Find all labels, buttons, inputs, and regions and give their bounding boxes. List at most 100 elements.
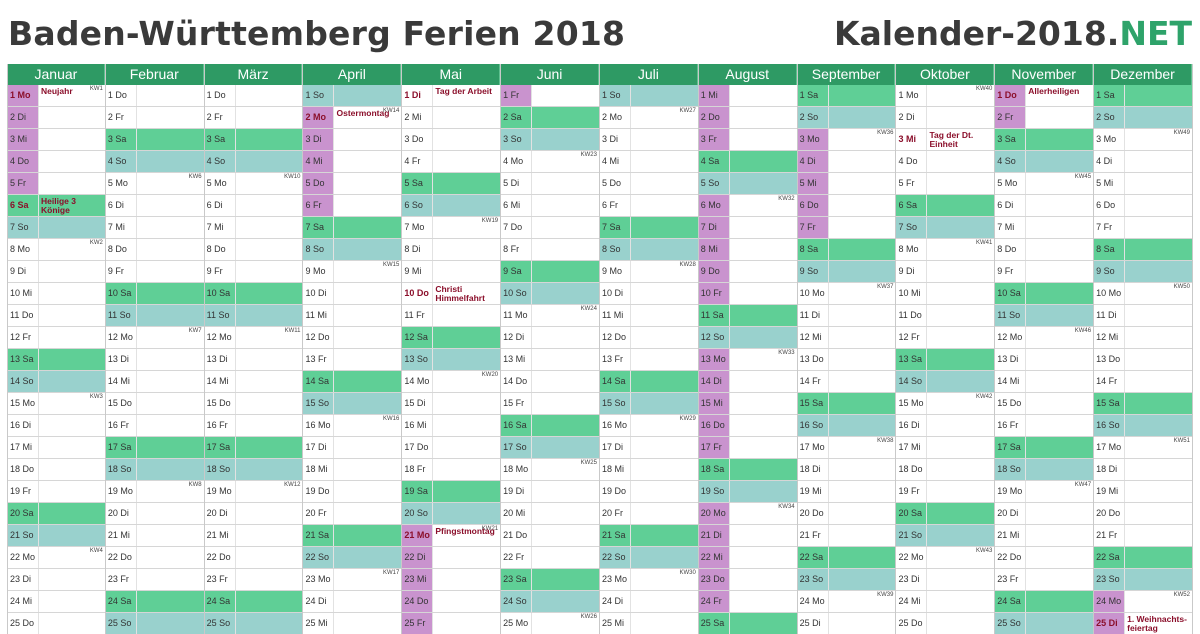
day-label: 9 Fr <box>107 266 124 276</box>
day-note-area <box>38 569 105 590</box>
day-row: 24 Mo KW39 <box>797 591 896 613</box>
day-label: 13 Di <box>107 354 129 364</box>
day-note-area <box>1025 613 1094 634</box>
week-number: KW16 <box>382 416 400 422</box>
day-label: 23 Di <box>10 574 32 584</box>
day-note-area <box>531 195 599 216</box>
day-note-area <box>1124 393 1192 414</box>
day-row: 25 Fr <box>402 613 500 634</box>
day-note-area <box>531 547 599 568</box>
day-label: 5 Do <box>601 178 621 188</box>
day-label: 9 Mi <box>404 266 422 276</box>
day-row: 20 Do <box>1094 503 1192 525</box>
day-note-area <box>135 437 204 458</box>
day-note-area: KW36 <box>827 129 896 150</box>
day-row: 15 Do <box>204 393 303 415</box>
day-label: 17 Do <box>404 442 429 452</box>
day-row: 13 Di <box>105 349 204 371</box>
day-note-area <box>234 129 303 150</box>
day-note-area <box>728 481 797 502</box>
day-note-area <box>135 525 204 546</box>
day-note-area <box>234 613 303 634</box>
day-note-area <box>926 151 994 172</box>
day-row: 20 Sa <box>8 503 105 525</box>
day-label: 3 Sa <box>204 129 235 150</box>
day-row: 10 Sa <box>204 283 303 305</box>
day-label: 15 Do <box>206 398 231 408</box>
day-row: 14 Di <box>698 371 797 393</box>
day-label: 19 Mo <box>107 486 133 496</box>
day-note-area <box>531 371 599 392</box>
week-number: KW41 <box>975 240 993 246</box>
day-note-area <box>827 107 896 128</box>
day-row: 11 So <box>105 305 204 327</box>
day-note-area <box>135 239 204 260</box>
day-label: 11 So <box>105 305 136 326</box>
day-row: 19 Di <box>501 481 599 503</box>
day-note-area <box>1025 525 1093 546</box>
day-row: 23 Fr <box>995 569 1094 591</box>
day-row: 4 Mi <box>303 151 402 173</box>
day-note-area: KW34 <box>728 503 797 524</box>
day-label: 5 Do <box>303 173 334 194</box>
day-note-area <box>38 217 105 238</box>
day-label: 23 Mo <box>601 574 627 584</box>
week-number: KW38 <box>877 438 894 444</box>
day-label: 9 Do <box>698 261 729 282</box>
day-note-area <box>1025 437 1094 458</box>
day-note-area <box>1025 591 1094 612</box>
day-row: 9 So <box>797 261 896 283</box>
day-note-area: KW17 <box>333 569 401 590</box>
day-row: 10 Di <box>303 283 402 305</box>
day-label: 4 Sa <box>698 151 729 172</box>
day-row: 24 Do <box>402 591 501 613</box>
day-row: 14 Mi <box>105 371 204 393</box>
day-note-area: KW42 <box>926 393 994 414</box>
month-column-september: September 1 Sa 2 So 3 Mo KW36 4 Di 5 Mi 6 Do 7 F… <box>797 64 897 634</box>
day-row: 4 Di <box>797 151 896 173</box>
day-note-area <box>1124 151 1192 172</box>
day-label: 11 Do <box>898 310 922 320</box>
day-note-area <box>135 107 204 128</box>
day-label: 18 Do <box>898 464 923 474</box>
day-row: 13 Do <box>1094 349 1192 371</box>
day-label: 8 Mi <box>698 239 729 260</box>
day-row: 24 Mi <box>8 591 105 613</box>
day-row: 2 Mi <box>402 107 501 129</box>
day-row: 16 Di <box>8 415 105 437</box>
week-number: KW15 <box>382 262 400 268</box>
day-label: 15 Sa <box>797 393 828 414</box>
day-row: 16 So <box>1094 415 1192 437</box>
day-row: 21 Di <box>698 525 797 547</box>
day-row: 20 Fr <box>599 503 698 525</box>
day-note-area: KW7 <box>135 327 204 348</box>
day-label: 7 Mi <box>997 222 1015 232</box>
day-row: 18 Mo KW25 <box>501 459 599 481</box>
day-row: 1 Sa <box>1094 85 1192 107</box>
day-row: 17 Mi <box>896 437 995 459</box>
day-note-area <box>629 305 698 326</box>
day-label: 22 Do <box>107 552 132 562</box>
day-row: 16 Di <box>896 415 995 437</box>
day-row: 10 Sa <box>105 283 204 305</box>
day-note-area <box>531 437 599 458</box>
day-label: 8 Sa <box>797 239 828 260</box>
day-note-area: KW50 <box>1124 283 1192 304</box>
day-note-area <box>926 217 995 238</box>
day-note-area <box>38 261 105 282</box>
day-note-area <box>827 613 896 634</box>
site-logo[interactable]: Kalender-2018.NET <box>834 14 1192 54</box>
day-row: 25 Mi <box>600 613 698 634</box>
day-note-area <box>333 173 401 194</box>
day-row: 15 So <box>599 393 698 415</box>
day-row: 22 Fr <box>501 547 599 569</box>
day-label: 20 Di <box>107 508 129 518</box>
day-note-area <box>234 239 303 260</box>
day-row: 2 Di <box>8 107 105 129</box>
day-note-area <box>1124 481 1192 502</box>
day-row: 17 Mi <box>8 437 105 459</box>
day-label: 14 Fr <box>1096 376 1118 386</box>
week-number: KW11 <box>284 328 301 334</box>
day-label: 15 Mo <box>10 398 36 408</box>
day-note-area <box>1124 327 1192 348</box>
